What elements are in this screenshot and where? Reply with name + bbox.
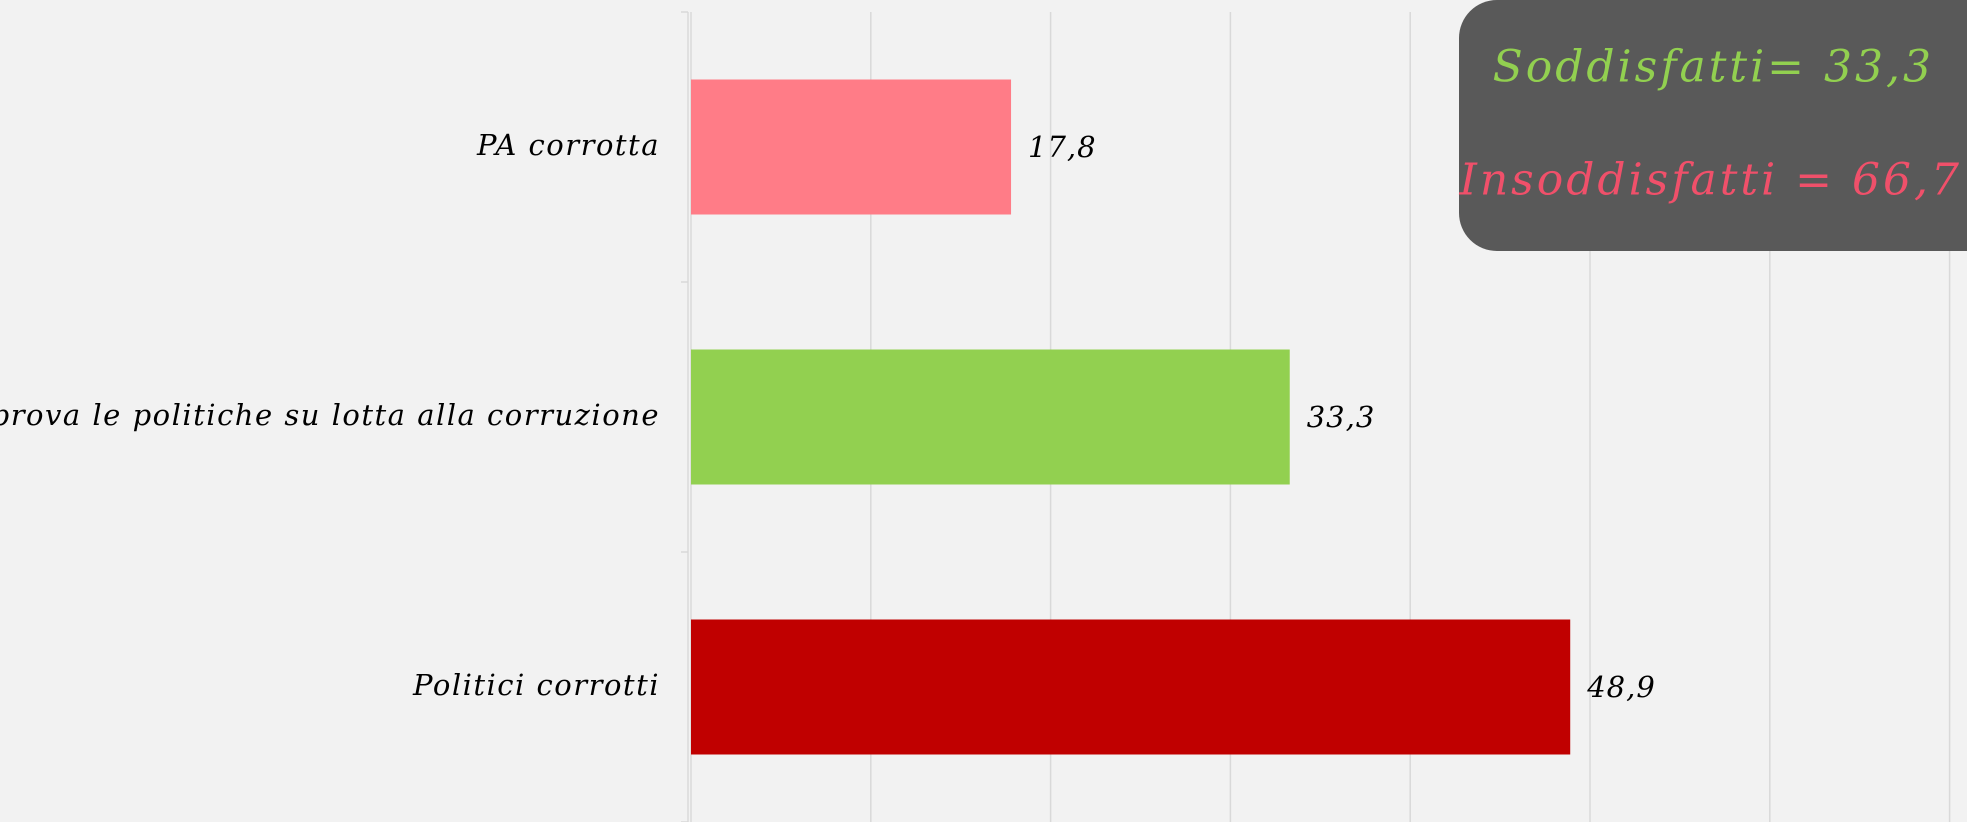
data-label: 48,9 <box>1586 670 1656 704</box>
bar <box>691 349 1290 485</box>
bars: PA corrotta 17,8 Approva le politiche su l… <box>0 79 1656 755</box>
y-tick-label: PA corrotta <box>476 128 660 162</box>
annotation: Soddisfatti= 33,3 <box>1493 42 1934 93</box>
y-tick-label: Approva le politiche su lotta alla corru… <box>0 398 660 432</box>
annotation-box <box>1459 0 1967 251</box>
data-label: 17,8 <box>1028 130 1097 164</box>
annotation: Insoddisfatti = 66,7 <box>1458 155 1962 206</box>
bar <box>691 619 1571 755</box>
annotations: Soddisfatti= 33,3 Insoddisfatti = 66,7 <box>1458 42 1962 206</box>
y-tick-label: Politici corrotti <box>412 668 660 702</box>
data-label: 33,3 <box>1307 400 1376 434</box>
bar <box>691 79 1012 215</box>
